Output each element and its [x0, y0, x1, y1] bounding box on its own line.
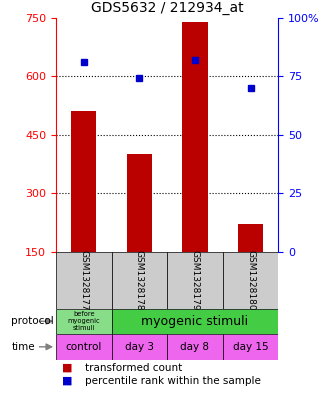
Bar [223, 334, 278, 360]
Bar [71, 111, 96, 252]
Bar [56, 309, 112, 334]
Bar [112, 309, 278, 334]
Bar [167, 334, 223, 360]
Bar [112, 252, 167, 309]
Text: GSM1328179: GSM1328179 [190, 250, 199, 310]
Bar [112, 334, 167, 360]
Text: ■: ■ [62, 376, 73, 386]
Text: percentile rank within the sample: percentile rank within the sample [85, 376, 261, 386]
Text: day 15: day 15 [233, 342, 268, 352]
Text: ■: ■ [62, 363, 73, 373]
Text: time: time [11, 342, 35, 352]
Bar [238, 224, 263, 252]
Text: protocol: protocol [11, 316, 54, 326]
Text: day 8: day 8 [180, 342, 210, 352]
Title: GDS5632 / 212934_at: GDS5632 / 212934_at [91, 1, 244, 15]
Text: GSM1328178: GSM1328178 [135, 250, 144, 310]
Text: transformed count: transformed count [85, 363, 182, 373]
Bar [223, 252, 278, 309]
Text: GSM1328180: GSM1328180 [246, 250, 255, 310]
Text: before
myogenic
stimuli: before myogenic stimuli [68, 311, 100, 331]
Bar [127, 154, 152, 252]
Bar [167, 252, 223, 309]
Text: day 3: day 3 [125, 342, 154, 352]
Text: control: control [66, 342, 102, 352]
Text: myogenic stimuli: myogenic stimuli [141, 315, 249, 328]
Bar [182, 22, 207, 252]
Bar [56, 334, 112, 360]
Bar [56, 252, 112, 309]
Text: GSM1328177: GSM1328177 [79, 250, 88, 310]
